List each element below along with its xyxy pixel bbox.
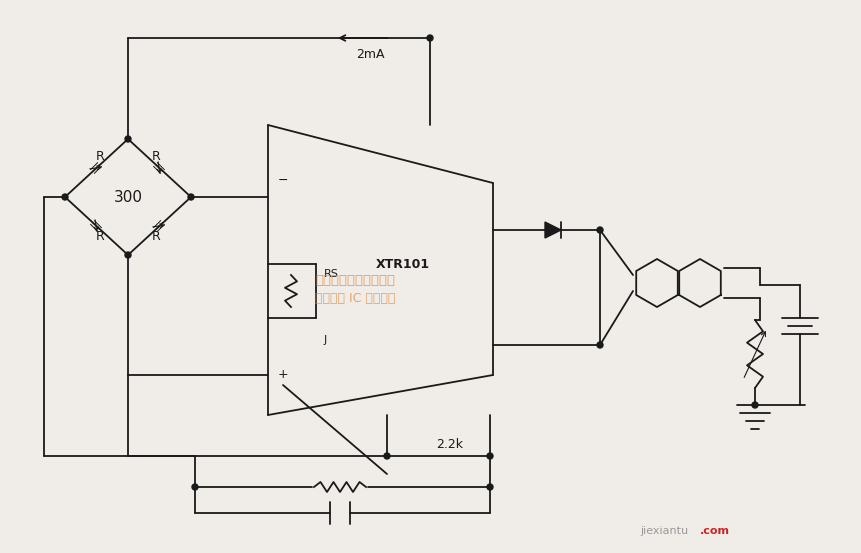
Text: 2mA: 2mA bbox=[356, 48, 384, 60]
Text: 桃林焊缝库电子市场网: 桃林焊缝库电子市场网 bbox=[315, 274, 395, 286]
Circle shape bbox=[487, 453, 493, 459]
Text: RS: RS bbox=[324, 269, 339, 279]
Circle shape bbox=[597, 342, 603, 348]
Text: 2.2k: 2.2k bbox=[437, 437, 463, 451]
Circle shape bbox=[62, 194, 68, 200]
Circle shape bbox=[597, 227, 603, 233]
Text: .com: .com bbox=[700, 526, 730, 536]
Circle shape bbox=[384, 453, 390, 459]
Circle shape bbox=[427, 35, 433, 41]
Text: R: R bbox=[96, 149, 104, 163]
Text: jiexiantu: jiexiantu bbox=[640, 526, 688, 536]
Circle shape bbox=[192, 484, 198, 490]
Text: J: J bbox=[324, 335, 327, 345]
Polygon shape bbox=[545, 222, 561, 238]
Text: +: + bbox=[278, 368, 288, 382]
Circle shape bbox=[125, 252, 131, 258]
Circle shape bbox=[752, 402, 758, 408]
Text: R: R bbox=[152, 149, 160, 163]
Text: 全球最大 IC 采购网站: 全球最大 IC 采购网站 bbox=[315, 291, 395, 305]
Circle shape bbox=[188, 194, 194, 200]
Text: R: R bbox=[152, 231, 160, 243]
Text: R: R bbox=[96, 231, 104, 243]
Circle shape bbox=[125, 136, 131, 142]
Circle shape bbox=[487, 484, 493, 490]
Text: XTR101: XTR101 bbox=[376, 258, 430, 272]
Text: −: − bbox=[278, 174, 288, 186]
Text: 300: 300 bbox=[114, 190, 143, 205]
